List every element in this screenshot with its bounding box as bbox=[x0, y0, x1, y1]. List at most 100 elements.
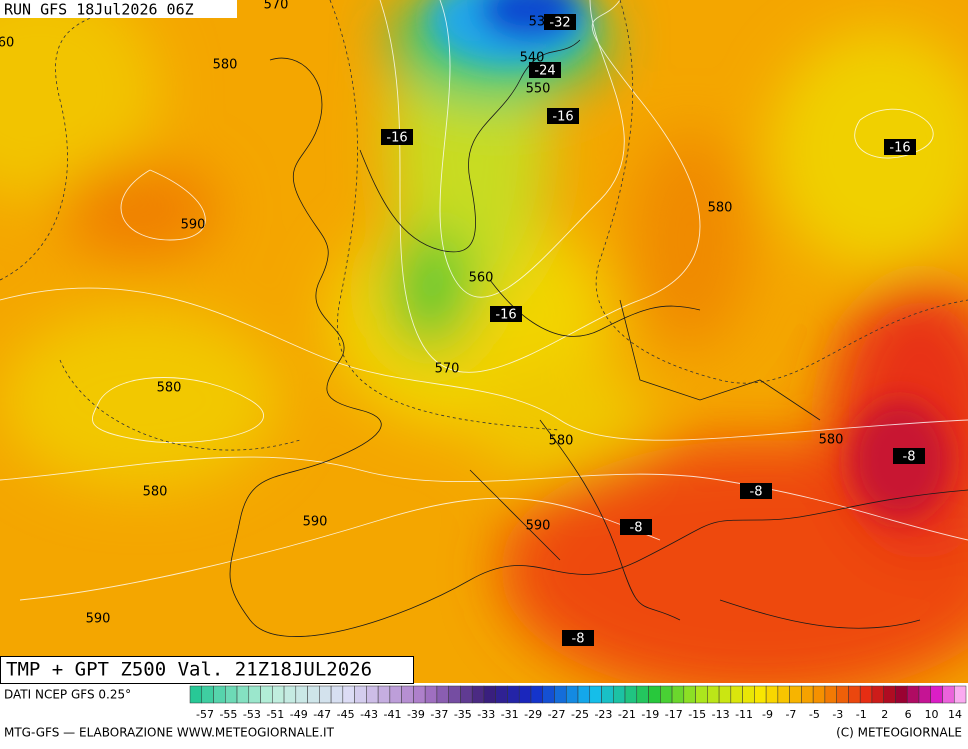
colorbar-cell bbox=[272, 685, 285, 704]
colorbar-cell bbox=[754, 685, 767, 704]
colorbar-cell bbox=[542, 685, 555, 704]
temp-label: -8 bbox=[750, 485, 763, 500]
colorbar-label: -15 bbox=[688, 708, 706, 721]
colorbar-label: -17 bbox=[665, 708, 683, 721]
colorbar-cell bbox=[424, 685, 438, 704]
colorbar-cell bbox=[377, 685, 391, 704]
colorbar-cell bbox=[225, 685, 238, 704]
height-label: 540 bbox=[520, 51, 545, 66]
temp-label-box bbox=[620, 519, 652, 535]
temp-label-box bbox=[544, 14, 576, 30]
colorbar-cell bbox=[930, 685, 943, 704]
colorbar-cell bbox=[742, 685, 755, 704]
colorbar-cell bbox=[918, 685, 931, 704]
colorbar-cell bbox=[624, 685, 638, 704]
colorbar-label: -47 bbox=[313, 708, 331, 721]
colorbar-cell bbox=[730, 685, 743, 704]
map-title: TMP + GPT Z500 Val. 21Z18JUL2026 bbox=[6, 659, 372, 681]
colorbar: -57 -55 -53 -51 -49 -47 -45 -43 -41 -39 -37 -35 -33-… bbox=[189, 685, 967, 721]
colorbar-cell bbox=[777, 685, 790, 704]
colorbar-label: -11 bbox=[735, 708, 753, 721]
colorbar-label: -51 bbox=[266, 708, 284, 721]
colorbar-cell bbox=[483, 685, 496, 704]
colorbar-label: 2 bbox=[881, 708, 888, 721]
temp-label-box bbox=[884, 139, 916, 155]
height-label: 580 bbox=[708, 201, 733, 216]
colorbar-cell bbox=[683, 685, 696, 704]
colorbar-cell bbox=[236, 685, 250, 704]
colorbar-label: -13 bbox=[712, 708, 730, 721]
height-label: 590 bbox=[181, 218, 206, 233]
colorbar-cell bbox=[260, 685, 273, 704]
colorbar-cell bbox=[589, 685, 602, 704]
colorbar-cell bbox=[648, 685, 661, 704]
temp-label-box bbox=[529, 62, 561, 78]
colorbar-cell bbox=[718, 685, 732, 704]
colorbar-cell bbox=[319, 685, 332, 704]
height-label: 580 bbox=[157, 381, 182, 396]
colorbar-cell bbox=[789, 685, 802, 704]
colorbar-label: -21 bbox=[618, 708, 636, 721]
colorbar-cell bbox=[613, 685, 626, 704]
temp-label-box bbox=[893, 448, 925, 464]
colorbar-cell bbox=[695, 685, 708, 704]
colorbar-cell bbox=[342, 685, 355, 704]
height-label: 550 bbox=[526, 82, 551, 97]
height-label: 590 bbox=[86, 612, 111, 627]
colorbar-cell bbox=[389, 685, 402, 704]
legend-source: DATI NCEP GFS 0.25° bbox=[4, 688, 131, 702]
colorbar-cell bbox=[460, 685, 473, 704]
temp-label: -8 bbox=[903, 450, 916, 465]
colorbar-cell bbox=[906, 685, 920, 704]
height-label: 570 bbox=[435, 362, 460, 377]
colorbar-label: -25 bbox=[571, 708, 589, 721]
colorbar-label: -53 bbox=[243, 708, 261, 721]
colorbar-cell bbox=[448, 685, 461, 704]
colorbar-cell bbox=[436, 685, 449, 704]
height-label: 580 bbox=[549, 434, 574, 449]
colorbar-cell bbox=[565, 685, 579, 704]
temp-label-box bbox=[381, 129, 413, 145]
colorbar-label: -33 bbox=[477, 708, 495, 721]
colorbar-cell bbox=[471, 685, 485, 704]
colorbar-cell bbox=[895, 685, 908, 704]
footer-left: MTG-GFS — ELABORAZIONE WWW.METEOGIORNALE… bbox=[4, 726, 335, 740]
colorbar-label: -41 bbox=[384, 708, 402, 721]
temp-label-box bbox=[740, 483, 772, 499]
colorbar-cell bbox=[636, 685, 649, 704]
colorbar-label: -3 bbox=[832, 708, 843, 721]
colorbar-cell bbox=[848, 685, 861, 704]
colorbar-cell bbox=[942, 685, 955, 704]
colorbar-cell bbox=[883, 685, 896, 704]
colorbar-label: 14 bbox=[948, 708, 962, 721]
colorbar-label: -27 bbox=[548, 708, 566, 721]
colorbar-label: -39 bbox=[407, 708, 425, 721]
colorbar-cell bbox=[801, 685, 814, 704]
temp-label: -16 bbox=[889, 141, 910, 156]
colorbar-label: -19 bbox=[641, 708, 659, 721]
colorbar-cell bbox=[366, 685, 379, 704]
height-label: 580 bbox=[213, 58, 238, 73]
colorbar-label: -23 bbox=[594, 708, 612, 721]
colorbar-cell bbox=[554, 685, 567, 704]
colorbar-cell bbox=[601, 685, 614, 704]
colorbar-cell bbox=[707, 685, 720, 704]
colorbar-cell bbox=[330, 685, 344, 704]
colorbar-label: -1 bbox=[856, 708, 867, 721]
colorbar-label: -5 bbox=[809, 708, 820, 721]
colorbar-label: -49 bbox=[290, 708, 308, 721]
colorbar-cell bbox=[530, 685, 543, 704]
colorbar-cell bbox=[507, 685, 520, 704]
colorbar-cell bbox=[812, 685, 826, 704]
temp-label: -24 bbox=[534, 64, 555, 79]
colorbar-cell bbox=[824, 685, 837, 704]
colorbar-cell bbox=[660, 685, 673, 704]
colorbar-label: -9 bbox=[762, 708, 773, 721]
height-label: 580 bbox=[819, 433, 844, 448]
colorbar-cell bbox=[871, 685, 884, 704]
colorbar-label: -37 bbox=[430, 708, 448, 721]
temp-label: -16 bbox=[495, 308, 516, 323]
colorbar-label: -35 bbox=[454, 708, 472, 721]
